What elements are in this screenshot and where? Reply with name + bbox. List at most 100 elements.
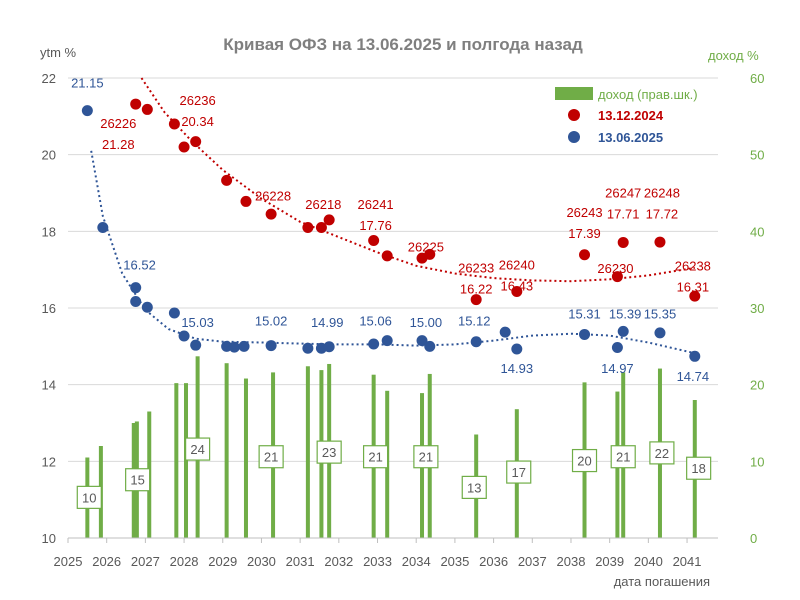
label-13-12-2024-8: 26225 (408, 239, 444, 254)
point-13-12-2024-15 (470, 294, 482, 306)
bar-box-4 (316, 440, 342, 464)
point-13-06-2025-23 (611, 341, 623, 353)
x-tick-2025: 2025 (54, 554, 83, 569)
legend-label-red: 13.12.2024 (598, 108, 664, 123)
label-13-12-2024-9: 26233 (458, 260, 494, 275)
x-tick-2039: 2039 (595, 554, 624, 569)
point-13-06-2025-24 (617, 325, 629, 337)
bar-box-label-2: 24 (190, 442, 204, 457)
y-left-tick-12: 12 (42, 454, 56, 469)
label-13-06-2025-9: 15.31 (568, 307, 601, 322)
bar-box-2 (185, 437, 211, 461)
bar-box-label-1: 15 (130, 473, 144, 488)
point-13-12-2024-19 (617, 236, 629, 248)
label-13-12-2024-2: 26236 (180, 93, 216, 108)
label-13-12-2024-19: 26230 (597, 261, 633, 276)
label-13-12-2024-7: 17.76 (359, 218, 392, 233)
point-13-12-2024-4 (190, 136, 202, 148)
point-13-06-2025-26 (689, 350, 701, 362)
legend-marker-blue (568, 131, 580, 143)
label-13-12-2024-6: 26241 (358, 197, 394, 212)
label-13-06-2025-13: 14.74 (677, 369, 710, 384)
bars-layer (85, 356, 697, 538)
legend-label-bars: доход (прав.шк.) (598, 87, 698, 102)
x-tick-2038: 2038 (557, 554, 586, 569)
point-13-06-2025-12 (302, 342, 314, 354)
point-13-06-2025-16 (381, 335, 393, 347)
points-layer (81, 98, 701, 362)
label-13-06-2025-5: 15.06 (359, 313, 392, 328)
x-tick-2028: 2028 (170, 554, 199, 569)
label-13-06-2025-4: 14.99 (311, 315, 344, 330)
point-13-06-2025-22 (579, 328, 591, 340)
y-left-tick-10: 10 (42, 531, 56, 546)
label-13-06-2025-11: 15.35 (644, 307, 677, 322)
point-13-06-2025-20 (499, 326, 511, 338)
y-left-tick-22: 22 (42, 71, 56, 86)
point-13-06-2025-19 (470, 336, 482, 348)
label-13-06-2025-10: 15.39 (609, 307, 642, 322)
point-13-06-2025-5 (168, 307, 180, 319)
bar-box-label-4: 23 (322, 445, 336, 460)
point-13-06-2025-18 (424, 340, 436, 352)
y-right-tick-40: 40 (750, 224, 764, 239)
x-tick-2036: 2036 (479, 554, 508, 569)
label-13-12-2024-20: 26238 (675, 258, 711, 273)
label-13-12-2024-11: 26240 (499, 257, 535, 272)
trend-13-12-2024 (140, 77, 695, 283)
point-13-06-2025-7 (190, 339, 202, 351)
x-tick-2031: 2031 (286, 554, 315, 569)
x-tick-2041: 2041 (673, 554, 702, 569)
bar-box-0 (76, 485, 102, 509)
y-right-tick-10: 10 (750, 454, 764, 469)
legend: доход (прав.шк.) 13.12.2024 13.06.2025 (555, 87, 698, 145)
point-13-12-2024-7 (265, 208, 277, 220)
label-13-06-2025-6: 15.00 (410, 315, 443, 330)
bar-box-10 (610, 445, 636, 469)
x-tick-2029: 2029 (208, 554, 237, 569)
y-right-tick-30: 30 (750, 301, 764, 316)
bar-box-label-5: 21 (368, 450, 382, 465)
bar-box-12 (686, 456, 712, 480)
label-13-06-2025-1: 16.52 (123, 258, 156, 273)
point-13-06-2025-1 (97, 222, 109, 233)
point-13-06-2025-15 (368, 338, 380, 350)
x-tick-2033: 2033 (363, 554, 392, 569)
label-13-12-2024-3: 20.34 (181, 114, 214, 129)
x-tick-2040: 2040 (634, 554, 663, 569)
bar-box-8 (506, 460, 532, 484)
point-13-12-2024-10 (323, 214, 335, 226)
label-13-06-2025-8: 14.93 (501, 361, 534, 376)
bar-8 (224, 363, 229, 538)
label-13-12-2024-15: 26247 (605, 186, 641, 201)
y-axis-right-title: доход % (708, 48, 759, 63)
legend-label-blue: 13.06.2025 (598, 130, 663, 145)
x-tick-2030: 2030 (247, 554, 276, 569)
x-tick-2026: 2026 (92, 554, 121, 569)
label-13-12-2024-10: 16.22 (460, 281, 493, 296)
point-13-12-2024-5 (221, 174, 233, 186)
y-left-tick-18: 18 (42, 224, 56, 239)
point-13-06-2025-2 (130, 282, 142, 294)
label-13-06-2025-7: 15.12 (458, 313, 491, 328)
point-13-06-2025-9 (228, 341, 240, 353)
point-13-12-2024-6 (240, 195, 252, 207)
x-tick-2037: 2037 (518, 554, 547, 569)
point-13-06-2025-0 (81, 105, 93, 117)
label-13-12-2024-18: 17.72 (646, 207, 679, 222)
label-13-12-2024-21: 16.31 (677, 280, 710, 295)
point-13-12-2024-9 (315, 222, 327, 233)
point-13-12-2024-8 (302, 222, 314, 233)
y-left-tick-14: 14 (42, 378, 56, 393)
bar-9 (243, 378, 248, 538)
point-13-12-2024-2 (168, 118, 180, 130)
point-13-06-2025-3 (130, 295, 142, 307)
x-tick-2027: 2027 (131, 554, 160, 569)
point-13-12-2024-21 (689, 290, 701, 302)
bar-box-11 (649, 441, 675, 465)
label-13-12-2024-17: 26248 (644, 186, 680, 201)
bar-box-label-12: 18 (691, 461, 705, 476)
bar-box-label-3: 21 (264, 450, 278, 465)
